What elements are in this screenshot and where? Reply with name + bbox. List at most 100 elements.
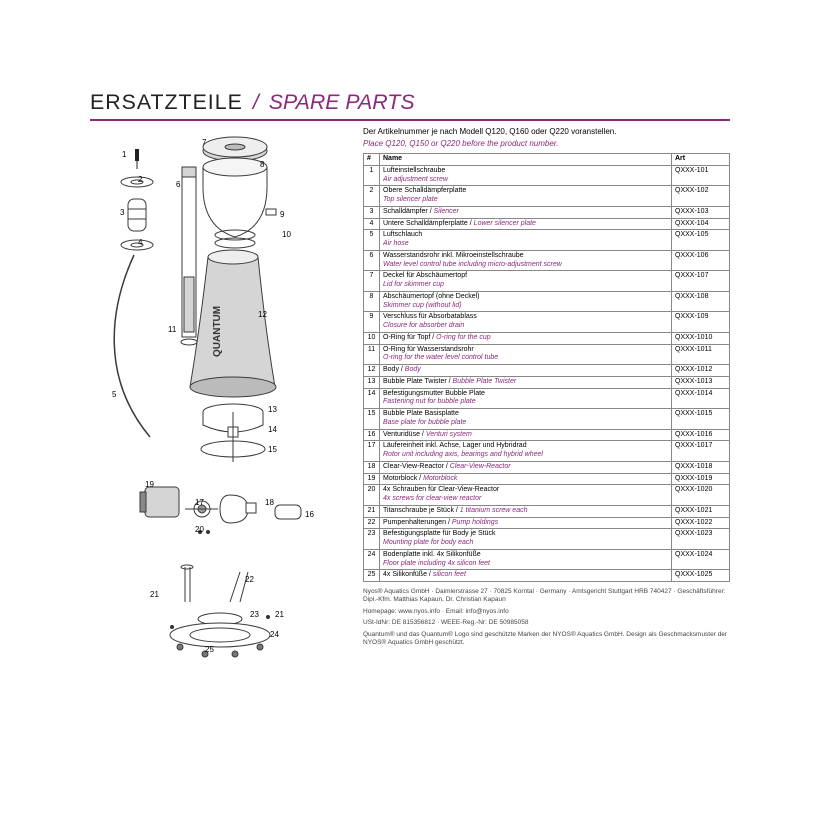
table-row: 19Motorblock / MotorblockQXXX-1019	[364, 473, 730, 485]
cell-name: LufteinstellschraubeAir adjustment screw	[380, 165, 672, 186]
cell-name: Venturidüse / Venturi system	[380, 429, 672, 441]
cell-art: QXXX-1024	[672, 549, 730, 570]
cell-name: Obere SchalldämpferplatteTop silencer pl…	[380, 186, 672, 207]
footer-line: Nyos® Aquatics GmbH · Daimlerstrasse 27 …	[363, 588, 730, 605]
cell-name: Befestigungsplatte für Body je StückMoun…	[380, 529, 672, 550]
cell-num: 8	[364, 291, 380, 312]
cell-name: Bodenplatte inkl. 4x SilikonfüßeFloor pl…	[380, 549, 672, 570]
cell-name: Motorblock / Motorblock	[380, 473, 672, 485]
part-name-de: Body / Body	[383, 366, 668, 375]
table-row: 204x Schrauben für Clear-View-Reactor4x …	[364, 485, 730, 506]
cell-art: QXXX-1010	[672, 332, 730, 344]
part-name-en-inline: O-ring for the cup	[436, 334, 490, 341]
cell-num: 5	[364, 230, 380, 251]
cell-num: 9	[364, 312, 380, 333]
callout-number: 9	[280, 210, 285, 219]
table-row: 2Obere SchalldämpferplatteTop silencer p…	[364, 186, 730, 207]
cell-name: Pumpenhalterungen / Pump holdings	[380, 517, 672, 529]
body-label: QUANTUM	[212, 306, 223, 357]
part-name-de: Befestigungsplatte für Body je Stück	[383, 530, 668, 539]
part-name-en: O-ring for the water level control tube	[383, 354, 668, 363]
table-row: 8Abschäumertopf (ohne Deckel)Skimmer cup…	[364, 291, 730, 312]
part-name-en-inline: Motorblock	[423, 475, 457, 482]
cell-art: QXXX-1017	[672, 441, 730, 462]
callout-number: 22	[245, 575, 254, 584]
callout-number: 7	[202, 138, 207, 147]
cell-name: Abschäumertopf (ohne Deckel)Skimmer cup …	[380, 291, 672, 312]
callout-number: 15	[268, 445, 277, 454]
cell-num: 15	[364, 409, 380, 430]
cell-name: Schalldämpfer / Silencer	[380, 206, 672, 218]
part-name-en: Air adjustment screw	[383, 176, 668, 185]
callout-number: 19	[145, 480, 154, 489]
cell-name: LuftschlauchAir hose	[380, 230, 672, 251]
parts-table: # Name Art 1LufteinstellschraubeAir adju…	[363, 153, 730, 582]
part-name-de: O-Ring für Topf / O-ring for the cup	[383, 334, 668, 343]
part-name-en: Air hose	[383, 240, 668, 249]
cell-name: Bubble Plate Twister / Bubble Plate Twis…	[380, 376, 672, 388]
part-name-de: Befestigungsmutter Bubble Plate	[383, 390, 668, 399]
callout-number: 20	[195, 525, 204, 534]
cell-num: 20	[364, 485, 380, 506]
part-name-en: 4x screws for clear-view reactor	[383, 495, 668, 504]
cell-num: 24	[364, 549, 380, 570]
part-name-de: Clear-View-Reactor / Clear-View-Reactor	[383, 463, 668, 472]
title-sep: /	[253, 90, 259, 115]
callout-number: 25	[205, 645, 214, 654]
callout-number: 3	[120, 208, 125, 217]
part-name-en: Floor plate including 4x silicon feet	[383, 560, 668, 569]
part-name-de: Luftschlauch	[383, 231, 668, 240]
cell-art: QXXX-1021	[672, 505, 730, 517]
part-name-en-inline: Clear-View-Reactor	[450, 463, 511, 470]
part-name-de: Motorblock / Motorblock	[383, 475, 668, 484]
table-row: 23Befestigungsplatte für Body je StückMo…	[364, 529, 730, 550]
table-row: 14Befestigungsmutter Bubble PlateFasteni…	[364, 388, 730, 409]
part-name-en-inline: Pump holdings	[452, 519, 498, 526]
cell-num: 7	[364, 271, 380, 292]
table-row: 13Bubble Plate Twister / Bubble Plate Tw…	[364, 376, 730, 388]
cell-art: QXXX-1022	[672, 517, 730, 529]
cell-art: QXXX-1014	[672, 388, 730, 409]
cell-art: QXXX-106	[672, 250, 730, 271]
cell-name: Bubble Plate BasisplatteBase plate for b…	[380, 409, 672, 430]
cell-art: QXXX-109	[672, 312, 730, 333]
cell-art: QXXX-102	[672, 186, 730, 207]
table-row: 5LuftschlauchAir hoseQXXX-105	[364, 230, 730, 251]
part-name-en-inline: 1 titanium screw each	[460, 507, 528, 514]
callout-number: 16	[305, 510, 314, 519]
cell-name: Clear-View-Reactor / Clear-View-Reactor	[380, 461, 672, 473]
part-name-de: Pumpenhalterungen / Pump holdings	[383, 519, 668, 528]
cell-art: QXXX-1015	[672, 409, 730, 430]
table-row: 16Venturidüse / Venturi systemQXXX-1016	[364, 429, 730, 441]
cell-num: 17	[364, 441, 380, 462]
cell-art: QXXX-108	[672, 291, 730, 312]
table-row: 10O-Ring für Topf / O-ring for the cupQX…	[364, 332, 730, 344]
col-art: Art	[672, 154, 730, 166]
table-row: 4Untere Schalldämpferplatte / Lower sile…	[364, 218, 730, 230]
table-row: 24Bodenplatte inkl. 4x SilikonfüßeFloor …	[364, 549, 730, 570]
cell-art: QXXX-1023	[672, 529, 730, 550]
part-name-de: 4x Silikonfüße / silicon feet	[383, 571, 668, 580]
cell-art: QXXX-1025	[672, 570, 730, 582]
cell-art: QXXX-105	[672, 230, 730, 251]
cell-art: QXXX-1018	[672, 461, 730, 473]
part-name-de: Titanschraube je Stück / 1 titanium scre…	[383, 507, 668, 516]
footer-block: Nyos® Aquatics GmbH · Daimlerstrasse 27 …	[363, 588, 730, 648]
cell-num: 21	[364, 505, 380, 517]
cell-name: 4x Schrauben für Clear-View-Reactor4x sc…	[380, 485, 672, 506]
part-name-en-inline: Lower silencer plate	[474, 220, 536, 227]
part-name-en: Lid for skimmer cup	[383, 281, 668, 290]
cell-num: 3	[364, 206, 380, 218]
cell-name: 4x Silikonfüße / silicon feet	[380, 570, 672, 582]
right-column: Der Artikelnummer je nach Modell Q120, Q…	[363, 127, 730, 667]
cell-name: O-Ring für WasserstandsrohrO-ring for th…	[380, 344, 672, 365]
footer-line: Quantum® und das Quantum® Logo sind gesc…	[363, 631, 730, 648]
callout-number: 18	[265, 498, 274, 507]
cell-name: Befestigungsmutter Bubble PlateFastening…	[380, 388, 672, 409]
cell-name: Untere Schalldämpferplatte / Lower silen…	[380, 218, 672, 230]
part-name-en: Skimmer cup (without lid)	[383, 302, 668, 311]
table-row: 12Body / BodyQXXX-1012	[364, 365, 730, 377]
part-name-de: Lufteinstellschraube	[383, 167, 668, 176]
callout-number: 13	[268, 405, 277, 414]
col-name: Name	[380, 154, 672, 166]
